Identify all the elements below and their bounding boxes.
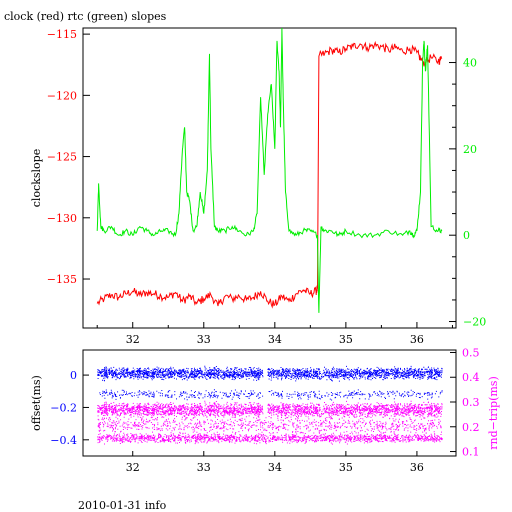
- red-series-line: [96, 40, 443, 309]
- top-x-tick-label: 36: [410, 333, 424, 346]
- bottom-x-tick-label: 36: [410, 461, 424, 474]
- top-left-tick-label: −115: [47, 28, 77, 41]
- top-right-tick-label: 40: [463, 57, 477, 70]
- bottom-x-tick-label: 33: [197, 461, 211, 474]
- top-x-tick-label: 33: [197, 333, 211, 346]
- magenta-scatter-main: [97, 400, 443, 420]
- bottom-right-tick-label: 0.4: [462, 371, 480, 384]
- top-plot-frame: [82, 27, 457, 329]
- bottom-y-axis-label: offset(ms): [30, 375, 43, 431]
- magenta-scatter-low: [97, 431, 443, 445]
- bottom-right-tick-label: 0.1: [462, 446, 480, 459]
- bottom-right-tick-label: 0.2: [462, 421, 480, 434]
- footer-info: 2010-01-31 info: [78, 499, 167, 512]
- bottom-x-tick-label: 34: [268, 461, 282, 474]
- top-left-tick-label: −130: [47, 212, 77, 225]
- green-series-line: [96, 27, 443, 313]
- bottom-left-tick-label: −0.2: [50, 401, 77, 414]
- top-x-tick-label: 35: [339, 333, 353, 346]
- bottom-y2-axis-label: rnd−trip(ms): [487, 376, 500, 450]
- bottom-right-tick-label: 0.5: [462, 346, 480, 359]
- top-right-tick-label: 20: [463, 143, 477, 156]
- chart-title: clock (red) rtc (green) slopes: [4, 10, 167, 23]
- top-y-axis-label: clockslope: [30, 149, 43, 207]
- bottom-x-tick-label: 35: [339, 461, 353, 474]
- top-x-tick-label: 34: [268, 333, 282, 346]
- magenta-scatter-sparse: [97, 414, 442, 436]
- top-x-tick-label: 32: [126, 333, 140, 346]
- bottom-left-tick-label: −0.4: [50, 434, 77, 447]
- top-right-tick-label: 0: [463, 229, 470, 242]
- top-left-tick-label: −135: [47, 273, 77, 286]
- bottom-x-tick-label: 32: [126, 461, 140, 474]
- top-left-tick-label: −125: [47, 151, 77, 164]
- blue-scatter-main: [97, 365, 443, 382]
- bottom-plot-frame: [82, 349, 457, 457]
- top-right-tick-label: −20: [463, 316, 486, 329]
- bottom-left-tick-label: 0: [70, 369, 77, 382]
- blue-scatter-sparse: [99, 389, 443, 401]
- top-left-tick-label: −120: [47, 89, 77, 102]
- bottom-right-tick-label: 0.3: [462, 396, 480, 409]
